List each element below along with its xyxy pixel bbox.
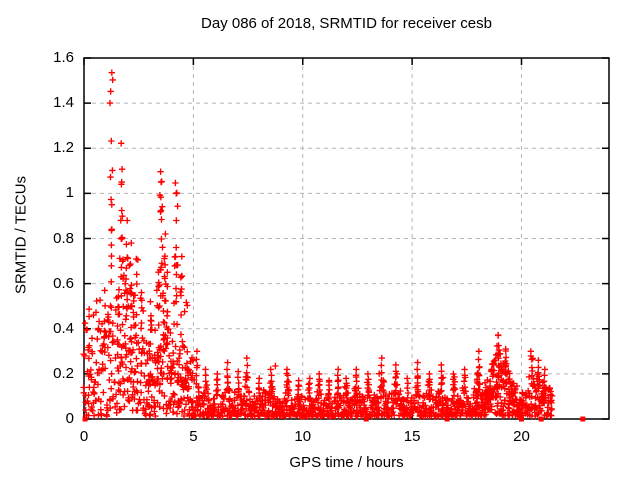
y-tick-label: 1.4 [53,94,74,112]
x-tick-label: 10 [294,428,312,445]
y-tick-label: 1.2 [53,139,74,157]
x-tick-label: 20 [513,428,530,445]
x-axis-title: GPS time / hours [289,454,404,471]
y-tick-label: 1 [65,184,74,202]
y-tick-label: 0 [65,410,74,427]
chart-title: Day 086 of 2018, SRMTID for receiver ces… [201,15,492,32]
grid-lines [84,58,609,419]
y-tick-label: 0.8 [53,229,74,247]
y-axis-title: SRMTID / TECUs [12,175,30,295]
x-tick-label: 5 [189,428,198,445]
y-tick-label: 0.2 [53,364,74,382]
y-tick-label: 0.4 [53,319,74,337]
x-tick-label: 15 [403,428,421,445]
y-tick-label: 1.6 [53,49,74,66]
x-tick-label: 0 [79,428,89,445]
y-tick-label: 0.6 [53,274,74,292]
data-points [80,69,556,420]
